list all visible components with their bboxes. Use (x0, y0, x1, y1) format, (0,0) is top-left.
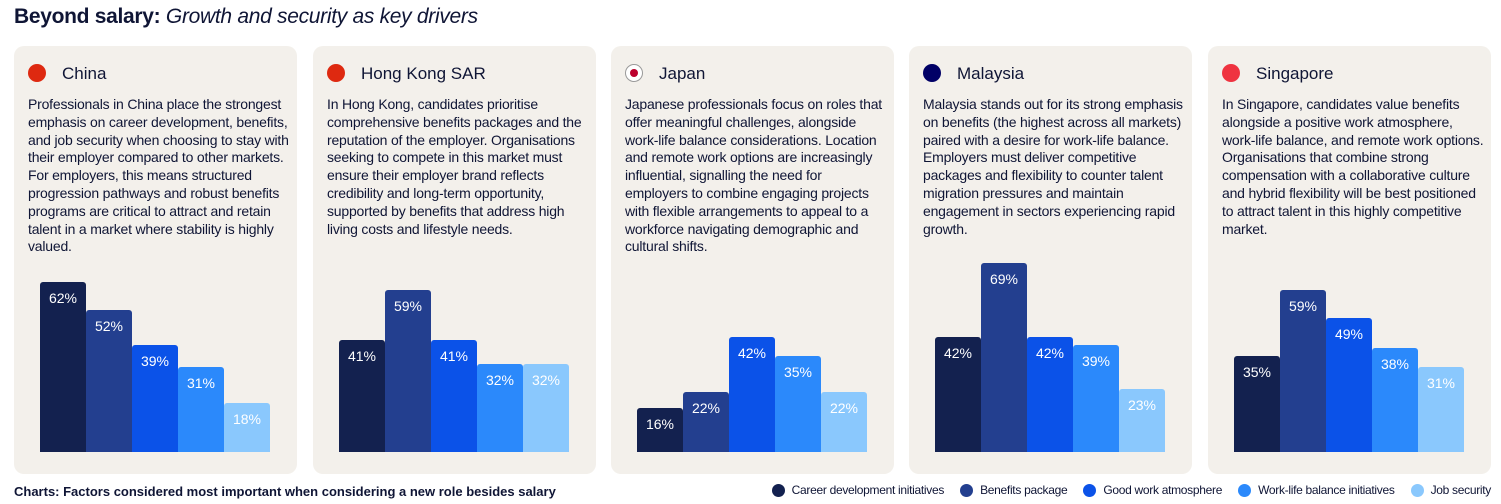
legend-item: Career development initiatives (771, 483, 945, 497)
bar-value-label: 35% (1242, 364, 1272, 381)
bar-value-label: 23% (1127, 396, 1157, 413)
bar-value-label: 42% (737, 344, 767, 361)
market-description: Japanese professionals focus on roles th… (625, 96, 882, 255)
bar-value-label: 49% (1334, 325, 1364, 342)
bar-benefits-package: 69% (981, 262, 1027, 452)
market-card-hong-kong-sar: Hong Kong SAR In Hong Kong, candidates pr… (313, 46, 596, 474)
legend-label: Work-life balance initiatives (1258, 483, 1395, 497)
bar-work-life-balance-initiatives: 32% (477, 364, 523, 452)
market-name: Hong Kong SAR (361, 64, 486, 83)
legend-dot-icon (1238, 483, 1252, 497)
bar-value-label: 59% (393, 298, 423, 315)
market-name: China (62, 64, 107, 83)
bar-benefits-package: 52% (86, 309, 132, 452)
legend-label: Good work atmosphere (1103, 483, 1223, 497)
legend-item: Good work atmosphere (1083, 483, 1222, 497)
bar-work-life-balance-initiatives: 39% (1073, 345, 1119, 452)
bar-job-security: 22% (821, 391, 867, 452)
legend-dot-icon (1083, 483, 1097, 497)
bar-value-label: 32% (531, 372, 561, 389)
market-name: Malaysia (957, 64, 1025, 83)
legend-item: Benefits package (960, 483, 1068, 497)
bar-value-label: 32% (485, 372, 515, 389)
bar-value-label: 59% (1288, 298, 1318, 315)
bar-value-label: 62% (48, 290, 78, 307)
bar-benefits-package: 59% (1280, 290, 1326, 452)
bar-good-work-atmosphere: 41% (431, 339, 477, 452)
bar-career-development-initiatives: 42% (935, 336, 981, 452)
bar-value-label: 35% (783, 364, 813, 381)
bar-good-work-atmosphere: 49% (1326, 317, 1372, 452)
bar-value-label: 41% (439, 347, 469, 364)
legend-dot-icon (960, 483, 974, 497)
bar-value-label: 52% (94, 317, 124, 334)
bar-value-label: 69% (989, 270, 1019, 287)
bar-benefits-package: 22% (683, 391, 729, 452)
legend: Career development initiatives Benefits p… (771, 483, 1492, 497)
legend-dot-icon (1410, 483, 1424, 497)
legend-label: Job security (1430, 483, 1492, 497)
market-card-malaysia: Malaysia Malaysia stands out for its stro… (909, 46, 1192, 474)
bar-value-label: 39% (1081, 353, 1111, 370)
bar-work-life-balance-initiatives: 35% (775, 356, 821, 452)
bar-value-label: 16% (645, 416, 675, 433)
market-card-japan: Japan Japanese professionals focus on rol… (611, 46, 894, 474)
bar-good-work-atmosphere: 42% (729, 336, 775, 452)
bar-good-work-atmosphere: 42% (1027, 336, 1073, 452)
bar-career-development-initiatives: 16% (637, 408, 683, 452)
bar-work-life-balance-initiatives: 38% (1372, 347, 1418, 452)
bar-benefits-package: 59% (385, 290, 431, 452)
market-description: In Singapore, candidates value benefits … (1222, 96, 1484, 237)
legend-label: Benefits package (980, 483, 1068, 497)
bar-value-label: 38% (1380, 355, 1410, 372)
market-name: Japan (659, 64, 706, 83)
bar-work-life-balance-initiatives: 31% (178, 367, 224, 452)
bar-job-security: 23% (1119, 388, 1165, 452)
bar-career-development-initiatives: 41% (339, 339, 385, 452)
flag-icon (327, 64, 345, 82)
market-card-china: China Professionals in China place the st… (14, 46, 297, 474)
flag-icon (28, 64, 46, 82)
flag-icon (625, 64, 643, 82)
bar-value-label: 31% (186, 375, 216, 392)
flag-icon (1222, 64, 1240, 82)
bar-value-label: 41% (347, 347, 377, 364)
bar-career-development-initiatives: 35% (1234, 356, 1280, 452)
bar-value-label: 39% (140, 353, 170, 370)
legend-dot-icon (771, 483, 785, 497)
bar-job-security: 32% (523, 364, 569, 452)
bar-value-label: 22% (691, 399, 721, 416)
bar-good-work-atmosphere: 39% (132, 345, 178, 452)
chart-caption: Charts: Factors considered most importan… (14, 484, 556, 499)
bar-value-label: 18% (232, 410, 262, 427)
market-description: Malaysia stands out for its strong empha… (923, 96, 1183, 237)
bar-job-security: 18% (224, 402, 270, 452)
page-title: Beyond salary: Growth and security as ke… (14, 5, 478, 28)
legend-item: Job security (1410, 483, 1492, 497)
flag-icon (923, 64, 941, 82)
legend-item: Work-life balance initiatives (1238, 483, 1395, 497)
bar-value-label: 22% (829, 399, 859, 416)
market-description: In Hong Kong, candidates prioritise comp… (327, 96, 582, 237)
market-card-singapore: Singapore In Singapore, candidates value … (1208, 46, 1491, 474)
market-description: Professionals in China place the stronge… (28, 96, 289, 255)
bar-value-label: 42% (943, 344, 973, 361)
legend-label: Career development initiatives (791, 483, 945, 497)
bar-career-development-initiatives: 62% (40, 282, 86, 452)
bar-value-label: 31% (1426, 375, 1456, 392)
bar-value-label: 42% (1035, 344, 1065, 361)
market-name: Singapore (1256, 64, 1334, 83)
bar-job-security: 31% (1418, 367, 1464, 452)
